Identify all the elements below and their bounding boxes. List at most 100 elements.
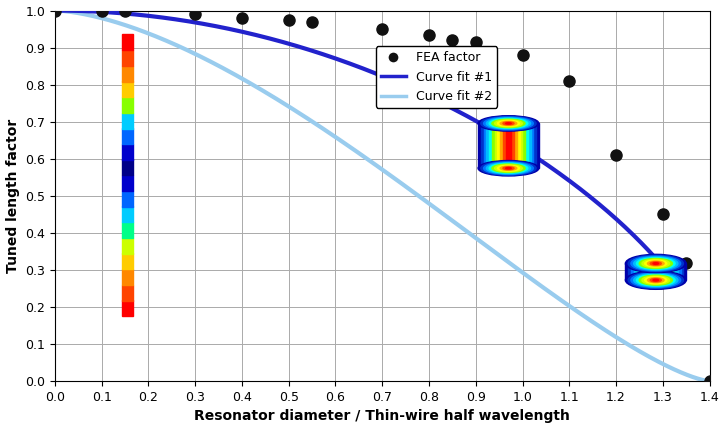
Bar <box>489 124 528 168</box>
Point <box>470 39 481 45</box>
Point <box>189 11 201 18</box>
Ellipse shape <box>626 254 686 273</box>
Ellipse shape <box>653 279 658 281</box>
Bar <box>494 124 522 168</box>
Ellipse shape <box>486 118 531 129</box>
Bar <box>122 191 133 207</box>
Point <box>704 378 716 385</box>
Ellipse shape <box>650 262 661 265</box>
Ellipse shape <box>506 123 511 124</box>
Ellipse shape <box>628 272 684 288</box>
Bar <box>631 263 681 280</box>
Bar <box>122 238 133 254</box>
Ellipse shape <box>637 258 675 269</box>
Point <box>119 7 130 14</box>
Bar <box>637 263 675 280</box>
Bar <box>653 263 658 280</box>
Bar <box>122 112 133 129</box>
Point <box>563 78 575 85</box>
Ellipse shape <box>494 165 522 172</box>
Ellipse shape <box>497 121 520 126</box>
Ellipse shape <box>484 162 534 175</box>
Ellipse shape <box>634 274 678 287</box>
Ellipse shape <box>481 116 536 130</box>
Ellipse shape <box>503 167 514 169</box>
Bar <box>650 263 661 280</box>
Ellipse shape <box>478 116 539 131</box>
Bar <box>122 160 133 175</box>
Ellipse shape <box>503 122 514 125</box>
Point <box>49 7 61 14</box>
Bar <box>122 175 133 191</box>
Bar <box>500 124 517 168</box>
Ellipse shape <box>489 163 528 173</box>
Point <box>423 31 435 38</box>
Bar <box>626 263 686 280</box>
Ellipse shape <box>631 256 681 271</box>
Bar <box>122 269 133 285</box>
Ellipse shape <box>497 166 520 171</box>
Legend: FEA factor, Curve fit #1, Curve fit #2: FEA factor, Curve fit #1, Curve fit #2 <box>376 46 497 108</box>
Ellipse shape <box>626 271 686 289</box>
Bar <box>122 50 133 66</box>
Ellipse shape <box>642 276 670 284</box>
Point <box>96 7 107 14</box>
Bar <box>122 81 133 97</box>
Point <box>236 15 248 21</box>
Bar <box>122 97 133 113</box>
Bar <box>503 124 514 168</box>
Point <box>306 18 318 25</box>
Point <box>517 51 529 58</box>
Bar <box>647 263 664 280</box>
Point <box>680 259 692 266</box>
Point <box>283 16 294 23</box>
Bar <box>645 263 667 280</box>
Point <box>657 211 668 218</box>
Ellipse shape <box>486 163 531 174</box>
Ellipse shape <box>481 161 536 175</box>
Bar <box>478 124 539 168</box>
Point <box>376 26 388 33</box>
Ellipse shape <box>647 278 664 283</box>
Bar <box>122 300 133 316</box>
Bar <box>642 263 670 280</box>
Bar <box>122 66 133 82</box>
Bar <box>486 124 531 168</box>
Ellipse shape <box>645 260 667 267</box>
Bar <box>634 263 678 280</box>
Bar <box>481 124 536 168</box>
Bar <box>122 144 133 160</box>
Ellipse shape <box>628 255 684 272</box>
Bar <box>497 124 520 168</box>
Ellipse shape <box>634 257 678 270</box>
Ellipse shape <box>645 277 667 284</box>
Bar <box>122 128 133 144</box>
Ellipse shape <box>639 259 672 269</box>
Ellipse shape <box>494 120 522 127</box>
Bar <box>484 124 534 168</box>
Bar <box>639 263 672 280</box>
Ellipse shape <box>478 160 539 176</box>
Point <box>610 152 622 159</box>
Ellipse shape <box>642 260 670 268</box>
Ellipse shape <box>500 121 517 126</box>
Ellipse shape <box>506 168 511 169</box>
Ellipse shape <box>637 275 675 286</box>
Bar <box>122 254 133 269</box>
Ellipse shape <box>650 278 661 282</box>
Ellipse shape <box>500 166 517 170</box>
Bar <box>122 285 133 301</box>
Ellipse shape <box>631 273 681 288</box>
Point <box>447 37 458 44</box>
X-axis label: Resonator diameter / Thin-wire half wavelength: Resonator diameter / Thin-wire half wave… <box>194 409 570 423</box>
Bar <box>122 206 133 222</box>
Y-axis label: Tuned length factor: Tuned length factor <box>6 119 20 273</box>
Bar <box>122 222 133 238</box>
Ellipse shape <box>492 119 525 127</box>
Bar <box>506 124 511 168</box>
Ellipse shape <box>647 261 664 266</box>
Ellipse shape <box>653 263 658 264</box>
Ellipse shape <box>484 117 534 130</box>
Bar <box>492 124 525 168</box>
Ellipse shape <box>492 164 525 172</box>
